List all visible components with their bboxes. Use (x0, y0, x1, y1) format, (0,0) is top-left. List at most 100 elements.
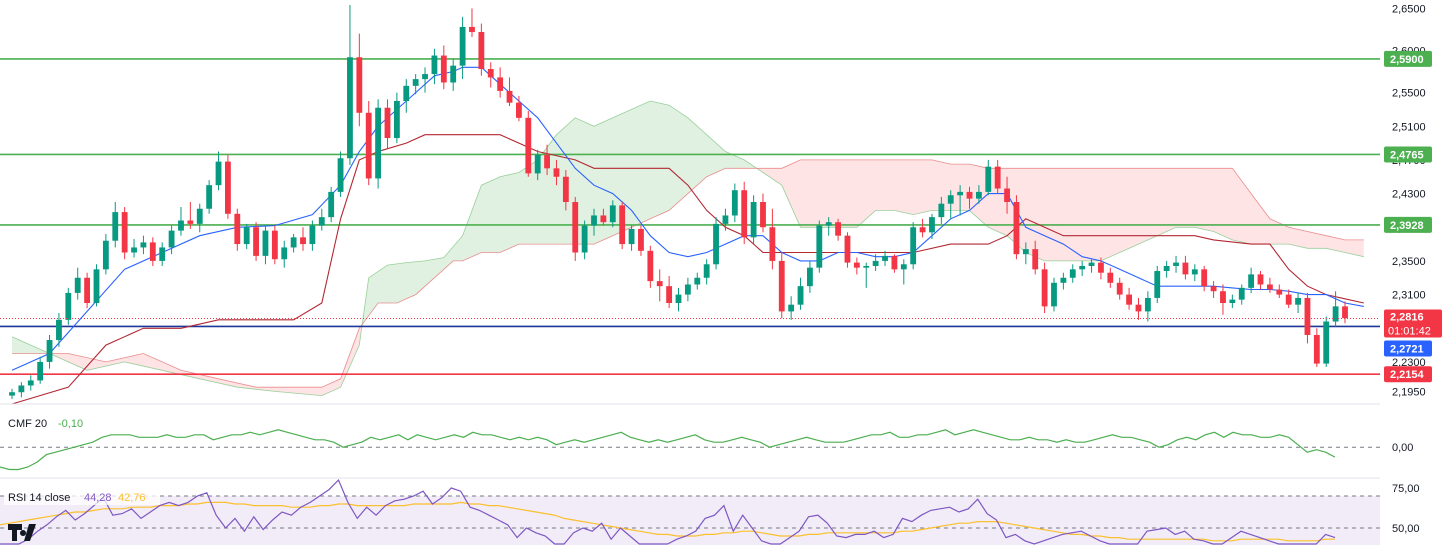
candle (1004, 176, 1010, 214)
candle (1313, 328, 1320, 367)
candle (1201, 265, 1208, 292)
candle-body (459, 26, 466, 66)
rsi-tick-label: 50,00 (1392, 523, 1420, 535)
candle-body (1116, 282, 1123, 295)
last-price-tag-bg (1384, 309, 1442, 338)
candle-body (694, 277, 701, 285)
candle (694, 272, 701, 290)
candle-body (853, 262, 860, 268)
candle (412, 74, 419, 95)
candle-body (1060, 277, 1067, 283)
price-tick-label: 2,1950 (1392, 386, 1426, 398)
candle-body (957, 191, 964, 196)
candle-body (281, 247, 288, 260)
candle-body (234, 213, 241, 245)
candle (891, 254, 898, 273)
candle (1229, 294, 1236, 309)
candle (1163, 260, 1170, 278)
price-pane[interactable] (0, 5, 1380, 405)
candle-body (224, 161, 231, 214)
candle-body (900, 264, 907, 270)
candle (253, 222, 259, 261)
cmf-pane[interactable]: CMF 20 -0,10 (0, 418, 1380, 471)
candle-body (1285, 294, 1292, 305)
candle-body (365, 112, 372, 179)
price-axis[interactable]: 2,65002,60002,55002,51002,47002,43002,39… (1384, 3, 1442, 535)
candle-body (1295, 297, 1301, 305)
candle (450, 58, 457, 91)
candle (187, 202, 194, 229)
candle (1107, 267, 1114, 288)
candle (1285, 289, 1292, 309)
candle-body (1163, 265, 1170, 272)
candle-body (412, 79, 419, 86)
candle (9, 388, 15, 399)
candle-body (1004, 188, 1010, 202)
tenkan-sen-line (11, 66, 1364, 371)
rsi-legend[interactable]: RSI 14 close 44,28 42,76 (4, 488, 160, 505)
candle-body (393, 101, 400, 139)
candle (544, 144, 550, 176)
candle (975, 185, 982, 204)
candle (788, 296, 795, 320)
candle-body (769, 227, 776, 261)
candle (1257, 271, 1264, 290)
level-tag-bg-0 (1384, 50, 1432, 67)
candle-body (1210, 286, 1217, 292)
price-tick-label: 2,3500 (1392, 256, 1426, 268)
candle-body (534, 154, 541, 174)
cloud-bearish-area (758, 159, 1364, 261)
candle (384, 99, 391, 149)
candle (1060, 272, 1067, 290)
price-tick-label: 2,4300 (1392, 189, 1426, 201)
candle (666, 276, 673, 309)
ichimoku-cloud (11, 100, 1364, 397)
level-tag-label-4: 2,2154 (1390, 369, 1425, 381)
candle (1126, 287, 1133, 310)
candle-body (337, 158, 344, 192)
candle-body (863, 265, 870, 268)
candle (900, 259, 907, 285)
candle (807, 260, 813, 293)
level-tag-label-2: 2,3928 (1390, 220, 1424, 232)
candle (853, 257, 860, 275)
candle-body (65, 292, 72, 320)
rsi-pane[interactable]: RSI 14 close 44,28 42,76 (0, 478, 1380, 545)
candle-body (290, 237, 297, 248)
candle-body (816, 225, 823, 268)
candle (957, 185, 964, 216)
candle (741, 181, 748, 245)
candle (459, 16, 466, 80)
candle (309, 220, 316, 251)
candle (778, 252, 785, 319)
candle (675, 287, 682, 312)
candle (140, 235, 147, 255)
candle (769, 208, 776, 270)
candle-body (750, 202, 757, 238)
candle (985, 159, 992, 196)
candle-body (347, 57, 353, 159)
candle (553, 159, 560, 186)
candle-body (1154, 271, 1161, 298)
cmf-legend[interactable]: CMF 20 -0,10 (8, 418, 83, 430)
candle (347, 5, 353, 165)
candle-body (600, 215, 607, 223)
tradingview-logo[interactable] (8, 524, 36, 541)
candle-body (384, 107, 391, 139)
candle (628, 225, 635, 251)
rsi-series-line (0, 478, 1336, 545)
candle (497, 67, 504, 98)
candle-body (1313, 334, 1320, 364)
candle-body (1238, 287, 1245, 300)
candle (562, 170, 569, 211)
candle-body (112, 212, 119, 241)
rsi-ma-legend-value: 42,76 (118, 492, 146, 504)
candle (966, 186, 973, 209)
candle-body (1342, 306, 1348, 319)
candle-body (628, 228, 635, 245)
candle-body (1229, 299, 1236, 303)
candle (178, 207, 184, 236)
candle-body (206, 185, 213, 209)
senkou-span-b-line (12, 159, 1364, 388)
